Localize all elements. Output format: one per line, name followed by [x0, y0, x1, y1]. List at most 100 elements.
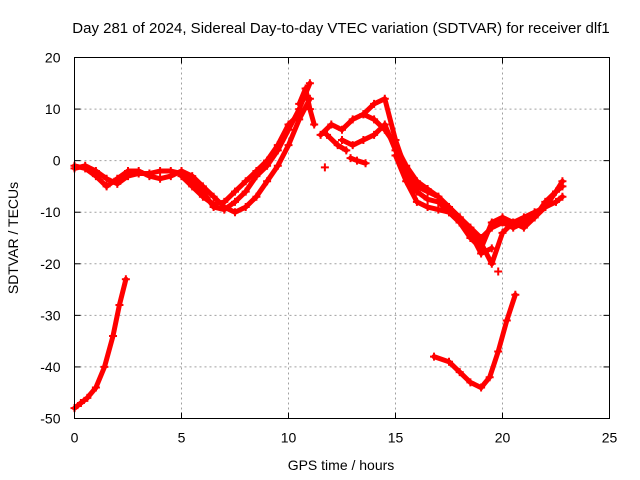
data-point	[166, 172, 175, 181]
x-tick-label: 0	[71, 430, 79, 446]
data-point	[301, 84, 310, 93]
data-point	[485, 373, 494, 382]
grid	[74, 57, 610, 419]
data-point	[412, 177, 421, 186]
data-point	[156, 174, 165, 183]
data-point	[477, 383, 486, 392]
series-line	[179, 111, 302, 207]
series-line	[72, 276, 129, 411]
data-point	[263, 156, 272, 165]
data-point	[519, 213, 528, 222]
data-point	[391, 146, 400, 155]
data-point	[519, 223, 528, 232]
data-point	[338, 136, 346, 145]
data-point	[445, 357, 453, 366]
data-point	[430, 352, 439, 361]
data-point	[487, 244, 496, 253]
data-point	[541, 197, 550, 206]
series-track-b	[70, 94, 314, 217]
data-point	[113, 174, 122, 183]
data-point	[494, 347, 503, 356]
data-point	[338, 125, 346, 134]
data-point	[423, 185, 432, 194]
data-point	[498, 213, 507, 222]
series-track-k	[323, 130, 351, 155]
data-point	[494, 267, 503, 276]
data-point	[263, 177, 272, 186]
series-layer	[70, 79, 567, 413]
x-tick-label: 15	[388, 430, 404, 446]
data-point	[241, 177, 250, 186]
data-point	[466, 234, 475, 242]
data-point	[455, 218, 464, 227]
data-point	[109, 331, 118, 340]
data-point	[198, 192, 207, 201]
x-tick-label: 20	[495, 430, 511, 446]
series-track-g	[338, 120, 567, 253]
data-point	[511, 290, 520, 299]
data-point	[295, 110, 304, 119]
data-point	[361, 159, 370, 168]
data-point	[102, 182, 111, 191]
data-point	[91, 172, 100, 181]
data-point	[209, 200, 218, 209]
data-point	[252, 166, 261, 175]
data-point	[115, 301, 124, 310]
data-point	[359, 110, 368, 119]
data-point	[76, 399, 85, 408]
data-point	[81, 164, 90, 173]
series-line	[296, 85, 317, 127]
data-point	[552, 197, 560, 206]
series-track-l	[346, 154, 370, 168]
data-point	[558, 182, 567, 191]
data-point	[370, 99, 379, 108]
data-point	[348, 115, 357, 124]
data-point	[209, 192, 218, 201]
data-point	[380, 94, 389, 103]
data-point	[284, 141, 293, 150]
data-point	[305, 105, 314, 114]
axis-ticks: 0 5 10 15 20 25 -50 -40 -30 -20 -10 0 10 20	[40, 50, 617, 446]
data-point	[177, 172, 186, 181]
y-tick-label: -50	[40, 411, 60, 427]
data-point	[100, 362, 109, 371]
data-point	[502, 316, 511, 325]
data-point	[423, 195, 432, 204]
data-point	[145, 172, 154, 181]
data-point	[91, 383, 100, 392]
data-point	[83, 393, 92, 402]
data-point	[558, 192, 567, 201]
data-point	[241, 203, 250, 212]
data-point	[412, 187, 421, 196]
data-point	[188, 172, 197, 181]
data-point	[487, 218, 496, 227]
series-track-c	[177, 110, 304, 209]
data-point	[231, 197, 239, 206]
data-point	[455, 368, 464, 377]
y-tick-label: -20	[40, 256, 60, 272]
series-line	[339, 122, 565, 251]
data-point	[252, 192, 261, 201]
data-point	[273, 161, 282, 170]
y-tick-label: -10	[40, 204, 60, 220]
data-point	[370, 130, 379, 139]
data-point	[124, 166, 132, 175]
data-point	[380, 120, 389, 129]
data-point	[352, 156, 361, 165]
data-point	[530, 213, 539, 222]
data-point	[423, 203, 432, 212]
data-point	[346, 154, 355, 163]
series-line	[431, 292, 518, 391]
data-point	[327, 120, 336, 129]
data-point	[156, 166, 165, 175]
y-tick-label: -30	[40, 307, 60, 323]
plot-frame	[74, 57, 610, 419]
data-point	[370, 115, 379, 124]
data-point	[273, 141, 282, 150]
isolated-points	[320, 163, 503, 276]
data-point	[320, 163, 329, 172]
data-point	[434, 197, 443, 206]
data-point	[102, 174, 111, 183]
data-point	[188, 182, 197, 191]
series-track-j	[295, 84, 319, 129]
